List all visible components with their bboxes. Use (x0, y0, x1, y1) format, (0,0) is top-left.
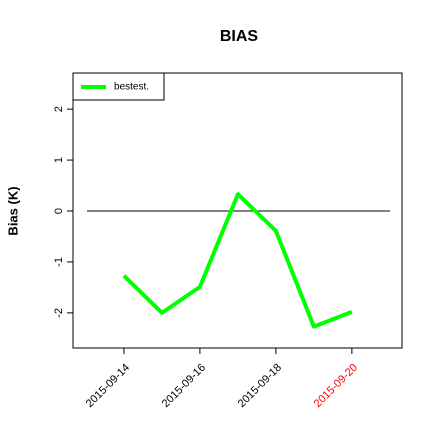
x-tick-label: 2015-09-14 (84, 362, 132, 410)
data-line (122, 192, 353, 329)
y-tick-label: -1 (53, 257, 65, 267)
x-tick-label: 2015-09-18 (236, 362, 284, 410)
legend-box (72, 72, 165, 101)
x-tick-label: 2015-09-16 (160, 362, 208, 410)
plot-frame (72, 72, 403, 349)
x-tick-label: 2015-09-20 (312, 362, 360, 410)
y-tick-label: 1 (53, 157, 65, 163)
y-tick-label: -2 (53, 308, 65, 318)
y-axis-label: Bias (K) (5, 186, 20, 235)
chart-title: BIAS (220, 28, 259, 45)
y-tick-label: 0 (53, 208, 65, 214)
y-tick-label: 2 (53, 106, 65, 112)
legend-label: bestest. (114, 82, 149, 93)
